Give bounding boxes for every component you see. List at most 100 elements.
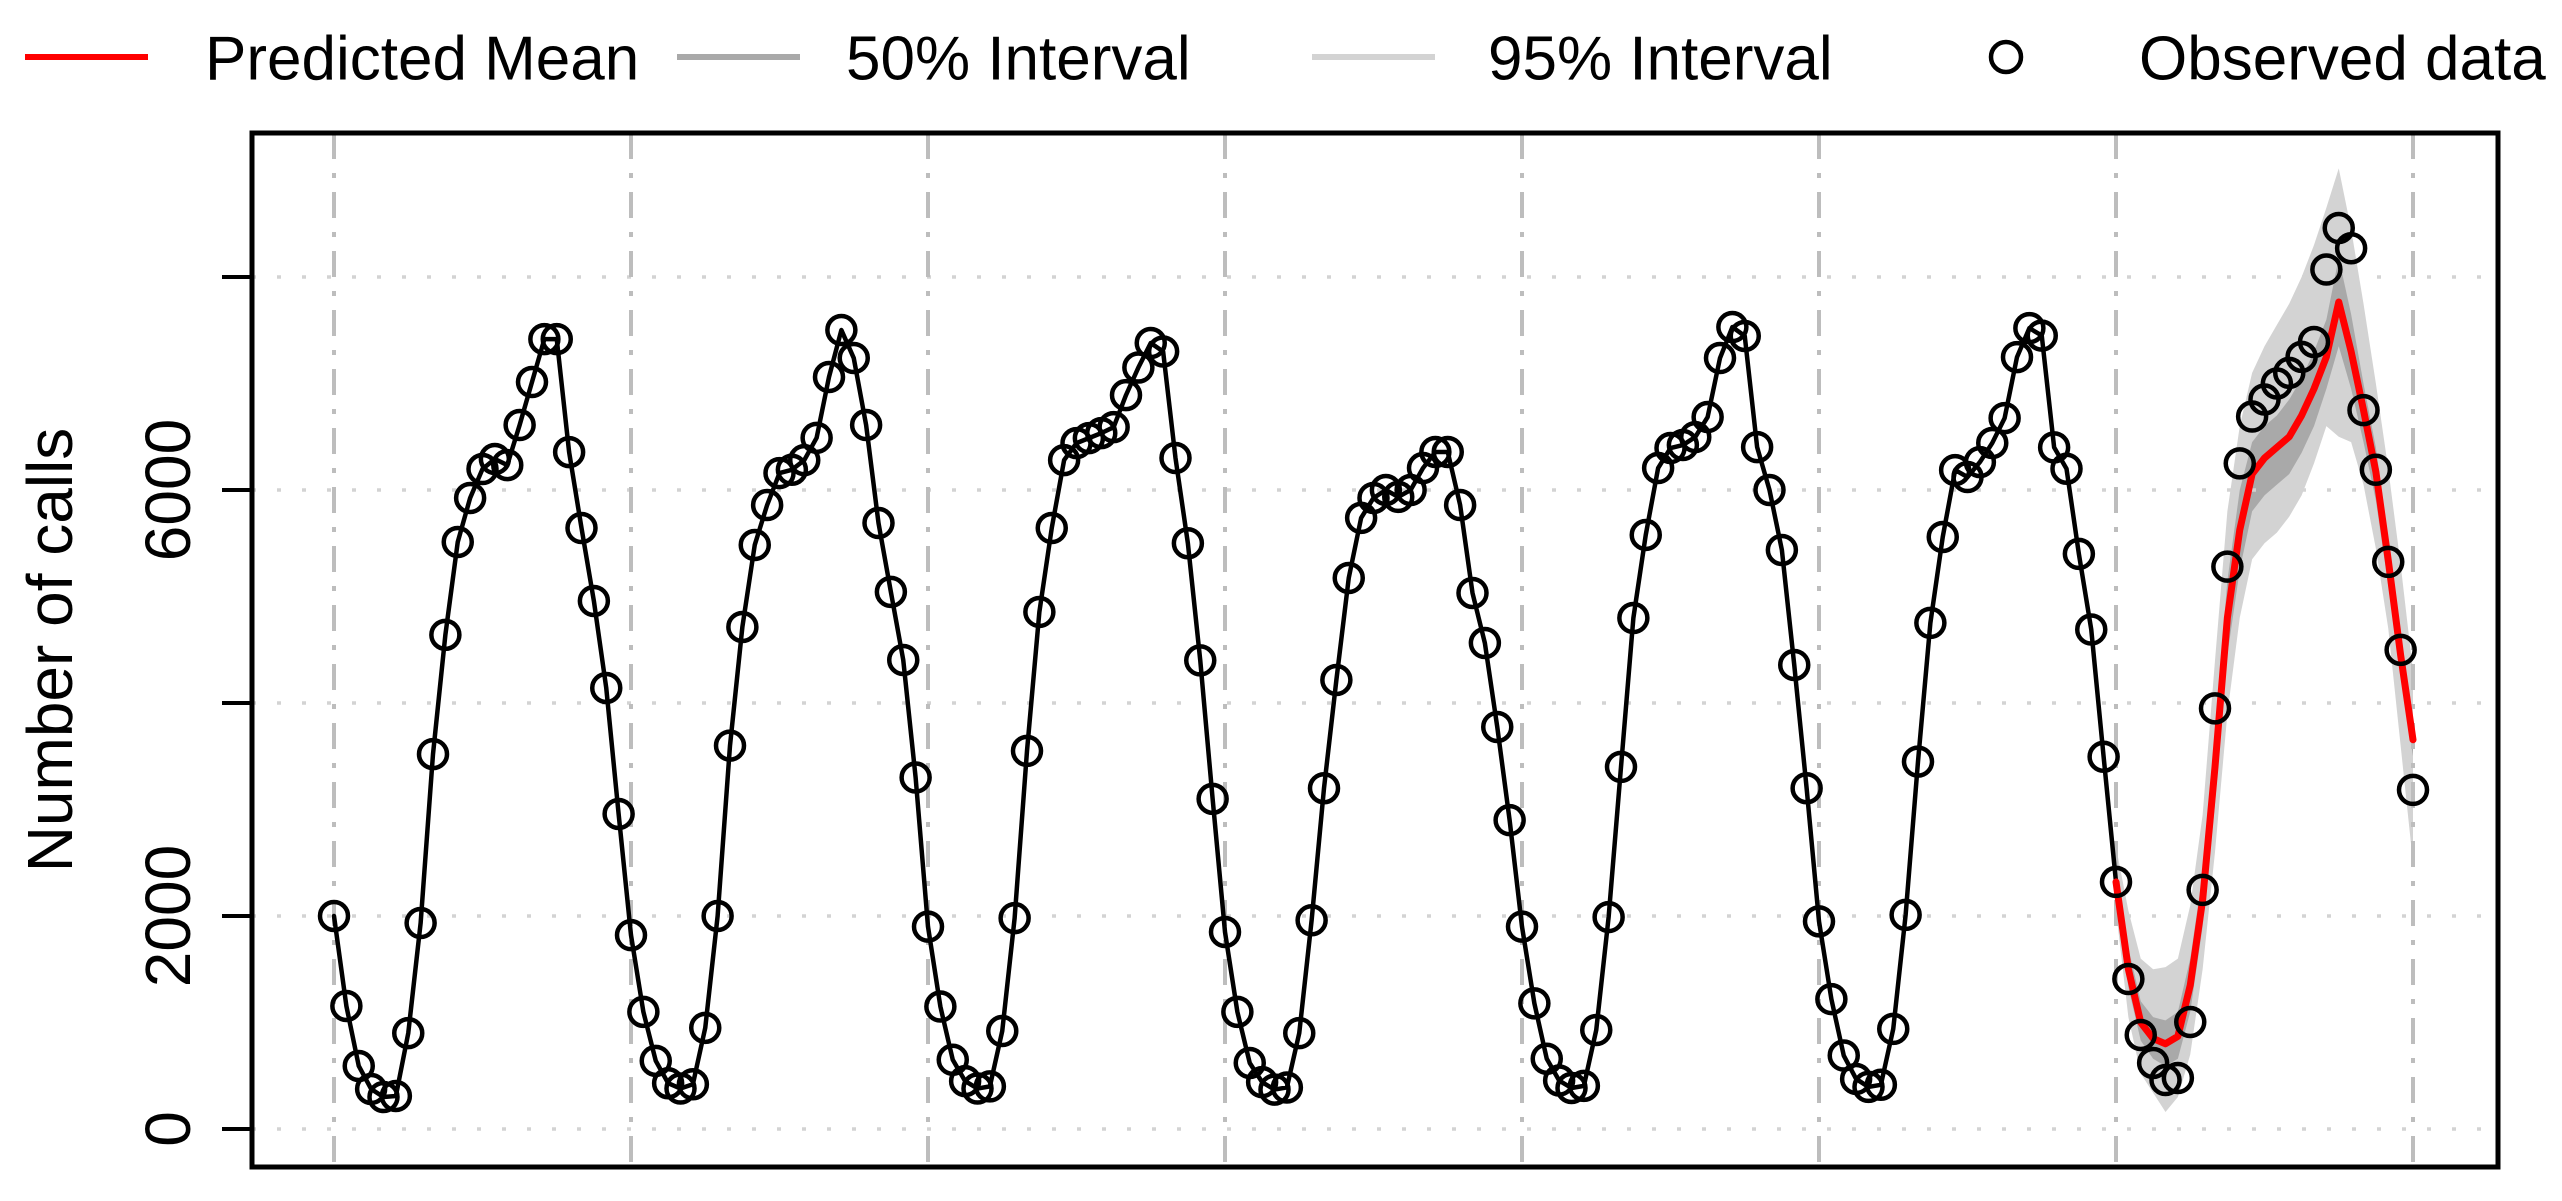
observed-point	[1493, 803, 1526, 837]
observed-point	[590, 671, 623, 705]
observed-point	[1976, 426, 2009, 460]
observed-point	[1146, 335, 1180, 368]
observed-point	[2334, 231, 2368, 265]
observed-point	[1270, 1071, 1304, 1104]
legend-label-50-interval: 50% Interval	[846, 24, 1191, 93]
observed-point	[2347, 393, 2380, 427]
observed-point	[1617, 601, 1650, 635]
observed-point	[441, 525, 474, 559]
observed-point	[2384, 633, 2417, 667]
observed-point	[1196, 782, 1229, 816]
observed-point	[2000, 340, 2034, 374]
observed-point	[2112, 962, 2145, 996]
observed-point	[2075, 613, 2108, 646]
observed-point	[1171, 527, 1205, 560]
observed-point	[1802, 905, 1836, 938]
observed-point	[874, 575, 908, 609]
interval-bands	[2116, 168, 2413, 1112]
observed-point	[1221, 995, 1254, 1029]
observed-point	[887, 643, 920, 677]
legend-label-predicted-mean: Predicted Mean	[205, 24, 639, 93]
observed-point	[986, 1014, 1019, 1048]
observed-line	[331, 324, 2119, 1100]
observed-point	[701, 899, 734, 933]
legend: Predicted Mean 50% Interval 95% Interval…	[25, 24, 2546, 93]
observed-point	[726, 610, 759, 644]
observed-point	[330, 989, 363, 1023]
y-tick-label: 0	[132, 1111, 204, 1147]
observed-point	[1765, 533, 1799, 567]
observed-point	[1914, 606, 1947, 640]
observed-point	[1258, 1073, 1291, 1106]
observed-point	[961, 1072, 994, 1105]
observed-point	[1010, 734, 1044, 768]
observed-point	[404, 906, 437, 940]
observed-point	[800, 421, 833, 455]
observed-point	[392, 1016, 425, 1050]
observed-point	[491, 448, 524, 482]
observed-point	[2223, 447, 2256, 480]
observed-point	[1988, 401, 2021, 435]
observed-point	[924, 990, 957, 1023]
observed-data-swatch-circle	[1988, 39, 2024, 75]
legend-label-observed-data: Observed data	[2139, 24, 2546, 93]
legend-label-95-interval: 95% Interval	[1488, 24, 1833, 93]
observed-point	[713, 729, 747, 762]
observed-point	[862, 506, 895, 540]
observed-point	[2310, 253, 2343, 286]
observed-point	[2149, 1063, 2182, 1097]
observed-point	[2050, 452, 2083, 485]
observed-point	[2025, 319, 2058, 352]
observed-point	[1703, 341, 1737, 375]
observed-point	[1109, 378, 1143, 412]
observed-point	[2124, 1018, 2157, 1052]
observed-point	[1518, 987, 1551, 1020]
observed-point	[1753, 473, 1786, 507]
observed-point	[2359, 453, 2393, 487]
observed-point	[1035, 511, 1068, 545]
observed-point	[825, 313, 858, 347]
observed-point	[2062, 537, 2096, 571]
observed-point	[1023, 595, 1056, 629]
band-95-interval	[2116, 168, 2413, 1112]
observed-point	[1456, 576, 1489, 610]
observed-point	[1778, 648, 1811, 682]
observed-point	[2198, 692, 2232, 725]
observed-point	[1580, 1013, 1613, 1047]
observed-point	[1320, 663, 1353, 697]
observed-point	[528, 322, 561, 356]
observed-point	[2186, 873, 2219, 907]
observed-point	[1592, 900, 1625, 934]
observed-point	[1443, 488, 1477, 522]
observed-point	[1889, 898, 1922, 932]
observed-point	[1926, 520, 1959, 554]
observed-point	[1901, 745, 1935, 778]
observed-point	[1332, 561, 1365, 595]
y-tick-label: 2000	[132, 845, 204, 987]
observed-point	[2099, 865, 2133, 899]
observed-point	[540, 322, 573, 356]
observed-point	[1431, 435, 1464, 469]
observed-point	[515, 365, 549, 399]
observed-point	[1604, 750, 1638, 784]
observed-point	[738, 528, 771, 562]
observed-point	[429, 618, 462, 652]
observed-point	[689, 1011, 722, 1045]
observed-point	[1283, 1016, 1316, 1050]
observed-point	[1852, 1070, 1885, 1104]
observed-point	[416, 737, 450, 771]
observed-point	[1097, 410, 1130, 444]
observed-point	[552, 435, 586, 469]
y-tick-label: 6000	[132, 419, 204, 561]
observed-point	[317, 899, 351, 933]
observed-point	[1877, 1012, 1910, 1046]
vertical-gridlines	[332, 133, 2415, 1167]
observed-point	[1468, 626, 1502, 660]
plot-frame-layer	[249, 130, 2501, 1170]
observed-point	[614, 918, 648, 952]
predicted-mean-line	[2112, 298, 2417, 1048]
observed-point	[2211, 550, 2244, 583]
observed-point	[837, 341, 870, 375]
observed-point	[2161, 1061, 2195, 1095]
observed-point	[1815, 982, 1848, 1016]
